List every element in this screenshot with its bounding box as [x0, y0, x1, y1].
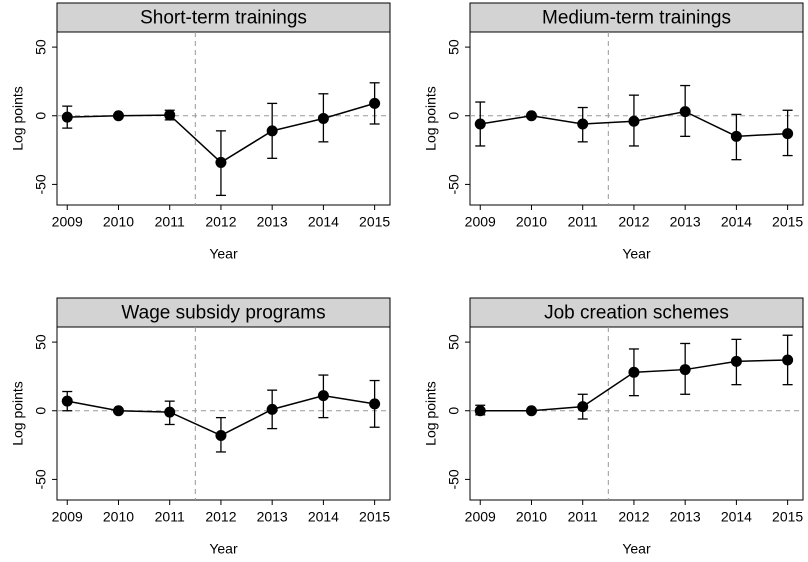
point [61, 111, 73, 123]
x-tick-label: 2010 [516, 509, 547, 525]
x-tick-label: 2015 [359, 509, 390, 525]
point [628, 366, 640, 378]
x-tick-label: 2009 [465, 509, 496, 525]
point [474, 405, 486, 417]
y-tick-label: 50 [33, 334, 49, 350]
point [525, 405, 537, 417]
point [730, 130, 742, 142]
panel-title: Short-term trainings [140, 8, 307, 29]
x-tick-label: 2015 [772, 509, 803, 525]
y-axis-label: Log points [10, 86, 26, 151]
point [317, 113, 329, 124]
point [679, 364, 691, 376]
x-tick-label: 2010 [103, 509, 134, 525]
x-axis-label: Year [209, 246, 238, 262]
point [369, 398, 381, 410]
point [474, 118, 486, 130]
point [577, 401, 589, 413]
x-tick-label: 2015 [772, 214, 803, 230]
panel-header [56, 2, 391, 33]
point [525, 110, 537, 122]
point [61, 395, 73, 407]
x-tick-label: 2012 [618, 509, 649, 525]
panel-header [56, 297, 391, 328]
plot-frame [56, 31, 391, 206]
point [266, 403, 278, 415]
x-tick-label: 2014 [721, 214, 752, 230]
point [782, 128, 794, 140]
panel-title: Job creation schemes [544, 303, 729, 324]
plot-frame [56, 326, 391, 501]
point [215, 156, 227, 168]
x-tick-label: 2011 [155, 214, 185, 230]
x-tick-label: 2014 [308, 214, 339, 230]
point [215, 429, 227, 441]
y-tick-label: -50 [446, 174, 462, 194]
y-tick-label: 0 [33, 407, 49, 415]
x-tick-label: 2012 [205, 509, 236, 525]
x-axis-label: Year [622, 246, 651, 262]
point [369, 97, 381, 109]
x-tick-label: 2009 [465, 214, 496, 230]
x-tick-label: 2012 [205, 214, 236, 230]
y-tick-label: 50 [446, 39, 462, 55]
x-tick-label: 2010 [516, 214, 547, 230]
y-axis-label: Log points [10, 381, 26, 446]
y-tick-label: -50 [446, 469, 462, 489]
x-tick-label: 2010 [103, 214, 134, 230]
x-axis-label: Year [622, 541, 651, 557]
point [164, 109, 176, 121]
point [577, 118, 589, 130]
panel-title: Wage subsidy programs [121, 303, 325, 324]
x-tick-label: 2011 [568, 214, 598, 230]
x-tick-label: 2013 [670, 509, 701, 525]
y-tick-label: 0 [33, 112, 49, 120]
x-tick-label: 2009 [52, 509, 83, 525]
x-tick-label: 2014 [308, 509, 339, 525]
point [628, 115, 640, 127]
plot-frame [469, 31, 804, 206]
point [679, 106, 691, 118]
y-tick-label: -50 [33, 174, 49, 194]
panel-header [469, 297, 804, 328]
y-tick-label: 0 [446, 407, 462, 415]
y-axis-label: Log points [423, 381, 439, 446]
panel-header [469, 2, 804, 33]
point [782, 354, 794, 366]
x-tick-label: 2013 [670, 214, 701, 230]
x-axis-label: Year [209, 541, 238, 557]
y-tick-label: 50 [446, 334, 462, 350]
y-axis-label: Log points [423, 86, 439, 151]
x-tick-label: 2014 [721, 509, 752, 525]
x-tick-label: 2009 [52, 214, 83, 230]
x-tick-label: 2013 [257, 509, 288, 525]
point [112, 110, 124, 122]
point [266, 125, 278, 137]
x-tick-label: 2015 [359, 214, 390, 230]
y-tick-label: -50 [33, 469, 49, 489]
point [112, 405, 124, 417]
point [164, 406, 176, 418]
x-tick-label: 2012 [618, 214, 649, 230]
panel-title: Medium-term trainings [542, 8, 731, 29]
point [317, 390, 329, 402]
x-tick-label: 2011 [155, 509, 185, 525]
x-tick-label: 2011 [568, 509, 598, 525]
x-tick-label: 2013 [257, 214, 288, 230]
point [730, 355, 742, 367]
y-tick-label: 0 [446, 112, 462, 120]
plot-frame [469, 326, 804, 501]
y-tick-label: 50 [33, 39, 49, 55]
